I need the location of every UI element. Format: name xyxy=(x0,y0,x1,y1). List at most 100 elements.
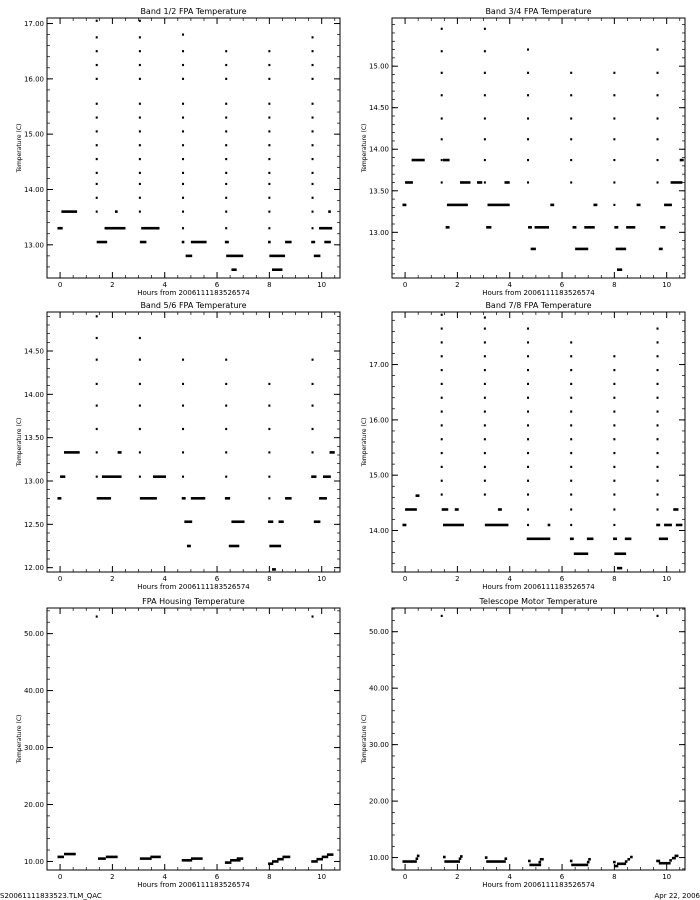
chart-panel-2: Band 3/4 FPA Temperature Hours from 20061… xyxy=(361,7,686,297)
data-point xyxy=(570,355,573,358)
data-point xyxy=(182,196,185,199)
data-segment xyxy=(534,226,549,229)
y-tick-label: 14.00 xyxy=(369,146,389,154)
data-segment xyxy=(190,857,203,860)
data-segment xyxy=(538,860,542,864)
data-segment xyxy=(673,508,679,511)
data-segment xyxy=(504,857,508,861)
data-point xyxy=(656,117,659,120)
x-tick-label: 8 xyxy=(612,873,616,881)
data-point xyxy=(225,475,228,478)
data-point xyxy=(570,341,573,344)
data-segment xyxy=(458,857,462,861)
data-segment xyxy=(528,859,531,863)
y-tick-label: 13.50 xyxy=(24,434,44,442)
data-point xyxy=(570,451,573,455)
x-tick-label: 4 xyxy=(162,575,167,583)
y-tick-label: 13.00 xyxy=(24,241,44,249)
data-segment xyxy=(313,520,321,524)
data-point xyxy=(182,451,185,454)
data-segment xyxy=(626,226,636,229)
y-tick-label: 16.00 xyxy=(369,416,389,424)
data-point xyxy=(613,368,616,372)
chart-panel-1: Band 1/2 FPA Temperature Hours from 20061… xyxy=(16,7,341,297)
data-point xyxy=(570,158,573,162)
data-segment xyxy=(269,254,286,258)
data-point xyxy=(440,368,443,372)
x-tick-label: 4 xyxy=(162,281,167,289)
data-point xyxy=(225,196,228,199)
data-segment xyxy=(321,855,329,859)
data-point xyxy=(483,355,486,358)
data-point xyxy=(483,71,486,74)
data-point xyxy=(570,368,573,372)
x-tick-label: 10 xyxy=(662,281,671,289)
data-segment xyxy=(630,855,633,859)
x-tick-label: 8 xyxy=(267,281,271,289)
y-tick-label: 10.00 xyxy=(24,858,44,866)
data-point xyxy=(182,116,185,119)
data-point xyxy=(656,465,659,468)
data-point xyxy=(138,77,141,80)
data-point xyxy=(268,50,271,53)
data-point xyxy=(311,427,314,431)
data-segment xyxy=(504,181,510,184)
data-point xyxy=(570,138,573,141)
data-segment xyxy=(285,240,292,244)
data-segment xyxy=(316,857,323,861)
data-point xyxy=(225,382,228,386)
data-point xyxy=(527,181,530,184)
data-segment xyxy=(150,855,161,859)
data-point xyxy=(138,171,141,174)
data-point xyxy=(268,196,271,199)
x-axis-label: Hours from 2006111183526574 xyxy=(482,289,595,297)
data-point xyxy=(311,358,314,361)
data-point xyxy=(225,210,228,213)
data-segment xyxy=(311,860,318,863)
data-segment xyxy=(586,537,594,541)
data-point xyxy=(527,424,530,427)
y-tick-label: 14.00 xyxy=(24,391,44,399)
data-point xyxy=(527,508,530,511)
data-point xyxy=(440,94,443,97)
data-segment xyxy=(484,856,488,859)
data-point xyxy=(440,382,443,386)
data-segment xyxy=(575,247,589,251)
y-tick-label: 12.00 xyxy=(24,564,44,572)
data-point xyxy=(440,138,443,141)
data-point xyxy=(268,227,271,230)
data-segment xyxy=(278,520,284,524)
data-point xyxy=(656,138,659,141)
data-point xyxy=(182,227,185,230)
y-tick-label: 16.00 xyxy=(24,75,44,83)
data-point xyxy=(311,182,314,186)
data-point xyxy=(613,410,616,413)
data-point xyxy=(656,327,659,330)
plot-frame xyxy=(391,17,686,279)
data-segment xyxy=(572,226,577,229)
x-tick-label: 6 xyxy=(215,873,220,881)
data-segment xyxy=(443,158,450,162)
data-segment xyxy=(282,855,291,859)
data-point xyxy=(527,479,530,482)
data-point xyxy=(268,63,271,67)
data-point xyxy=(483,424,486,427)
data-segment xyxy=(104,226,126,230)
x-tick-label: 6 xyxy=(560,575,565,583)
y-tick-label: 15.00 xyxy=(369,472,389,480)
y-axis-label: Temperature (C) xyxy=(16,418,23,468)
x-tick-label: 4 xyxy=(507,873,512,881)
data-segment xyxy=(674,854,679,858)
data-segment xyxy=(328,210,331,213)
data-point xyxy=(311,615,314,618)
data-point xyxy=(225,130,228,133)
data-point xyxy=(225,171,228,174)
data-point xyxy=(613,158,616,162)
data-point xyxy=(527,341,530,344)
data-point xyxy=(95,171,98,174)
data-point xyxy=(527,493,530,496)
data-point xyxy=(570,465,573,468)
data-point xyxy=(570,410,573,413)
data-segment xyxy=(402,203,407,207)
data-segment xyxy=(57,497,62,500)
